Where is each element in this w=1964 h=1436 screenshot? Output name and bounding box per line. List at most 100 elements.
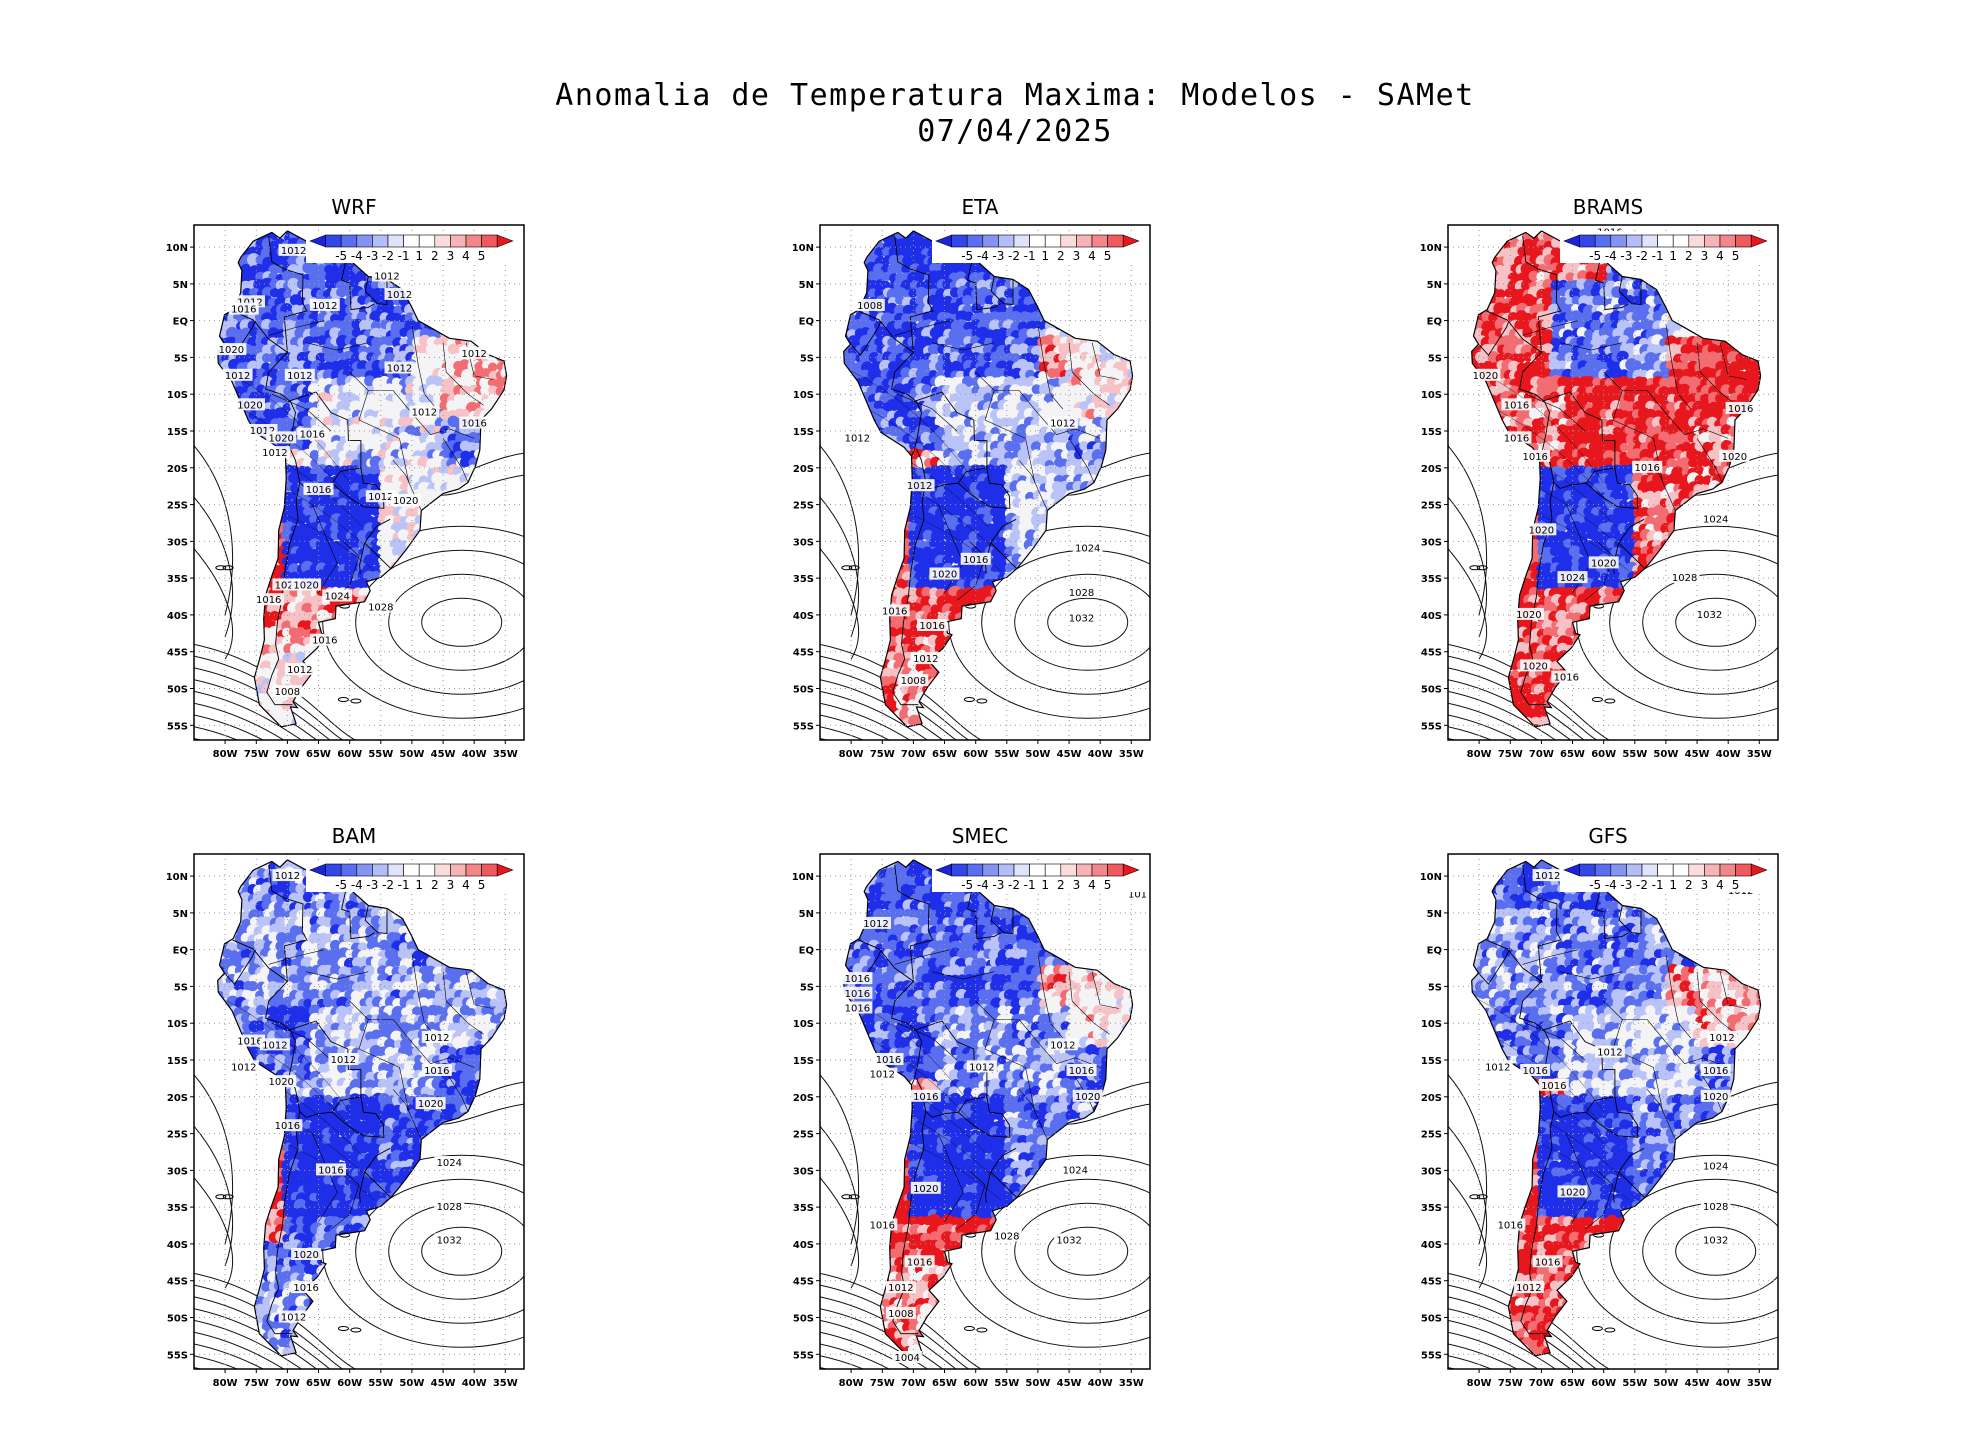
isobar-label: 1012 <box>309 298 340 312</box>
colorbar-segment <box>450 234 467 248</box>
isobar-value: 1012 <box>287 371 312 382</box>
anomaly-cell <box>364 415 377 428</box>
lon-tick-label: 60W <box>337 749 362 760</box>
isobar-label: 1016 <box>297 427 328 441</box>
anomaly-cell <box>378 328 389 339</box>
anomaly-cell <box>351 328 362 338</box>
colorbar-segment <box>372 234 389 248</box>
isobar-label: 1012 <box>384 361 415 375</box>
lon-tick-label: 80W <box>213 749 238 760</box>
colorbar-segment <box>465 234 482 248</box>
anomaly-cell <box>295 401 307 413</box>
colorbar-segment <box>418 234 436 248</box>
isobar-contour <box>194 714 265 740</box>
isobar-value: 1012 <box>368 492 393 503</box>
lon-tick-label: 40W <box>462 749 487 760</box>
anomaly-cell <box>267 327 280 340</box>
isobar-label: 1024 <box>322 589 353 603</box>
colorbar-tick-label: -2 <box>382 249 394 263</box>
anomaly-cell <box>480 368 492 380</box>
isobar-contour <box>355 549 524 695</box>
isobar-value: 1012 <box>262 448 287 459</box>
isobar-label: 1012 <box>372 269 402 283</box>
anomaly-cell <box>260 277 274 291</box>
anomaly-cell <box>316 440 327 451</box>
anomaly-cell <box>330 352 340 362</box>
anomaly-cell <box>453 393 464 404</box>
isobar-value: 1016 <box>312 636 337 647</box>
isobar-value: 1012 <box>387 364 412 375</box>
isobar-label: 1016 <box>459 416 490 430</box>
isobar-contour <box>421 597 503 647</box>
isobar-value: 1016 <box>461 419 486 430</box>
anomaly-cell <box>357 295 367 305</box>
anomaly-cell <box>309 450 320 460</box>
isobar-label: 1020 <box>390 493 421 507</box>
isobar-contour <box>194 643 357 740</box>
isobar-label: 1012 <box>284 368 315 382</box>
isobar-value: 1012 <box>287 665 312 676</box>
anomaly-cell <box>274 319 286 331</box>
anomaly-cell <box>324 279 335 290</box>
isobar-contour <box>194 690 303 740</box>
isobar-label: 1016 <box>253 593 284 606</box>
anomaly-cell <box>355 334 369 348</box>
colorbar-tick-label: 3 <box>447 249 455 263</box>
anomaly-cell <box>488 385 498 395</box>
anomaly-cell <box>397 458 409 469</box>
lat-tick-label: 20S <box>167 464 188 475</box>
lon-tick-label: 45W <box>431 749 456 760</box>
isobar-label: 1012 <box>278 243 309 257</box>
isobar-contour <box>194 702 285 740</box>
anomaly-cell <box>390 327 402 340</box>
colorbar-segment <box>434 234 451 248</box>
anomaly-cell <box>915 272 925 282</box>
map-panel-svg: 1012101210121012101610121020101210121012… <box>166 224 525 760</box>
isobar-label: 1020 <box>291 578 322 592</box>
colorbar-segment <box>387 234 404 248</box>
colorbar-legend: -5 -4 -3 -2 -1 1 2 3 4 5 <box>306 231 520 263</box>
isobar-value: 1020 <box>293 581 318 592</box>
anomaly-cell <box>301 415 314 428</box>
isobar-value: 1012 <box>312 301 337 312</box>
isobar-value: 1016 <box>300 430 325 441</box>
anomaly-cell <box>494 378 505 388</box>
isobar-value: 1028 <box>368 603 393 614</box>
anomaly-cell <box>287 277 300 290</box>
anomaly-cell <box>425 394 436 404</box>
isobar-value: 1012 <box>461 349 486 360</box>
isobar-value: 1020 <box>268 433 293 444</box>
anomaly-cell <box>433 441 444 452</box>
anomaly-cell <box>294 512 307 526</box>
anomaly-cell <box>225 326 239 340</box>
isobar-contour <box>322 525 524 719</box>
anomaly-cell <box>962 295 973 306</box>
anomaly-cell <box>322 416 335 429</box>
anomaly-cell <box>261 286 274 299</box>
anomaly-cell <box>431 472 445 485</box>
colorbar-tick-label: 2 <box>431 249 439 263</box>
anomaly-cell <box>1032 327 1042 338</box>
anomaly-cell <box>487 378 498 388</box>
isobar-contour <box>194 445 234 616</box>
anomaly-cell <box>1058 433 1069 443</box>
lat-tick-label: 55S <box>167 721 188 732</box>
colorbar-tick-label: 5 <box>478 249 486 263</box>
anomaly-cell <box>386 305 397 316</box>
anomaly-cell <box>983 514 993 524</box>
isobar-label: 1016 <box>309 633 340 647</box>
anomaly-cell <box>488 362 498 372</box>
isobar-contour <box>194 655 344 740</box>
anomaly-cell <box>307 407 321 420</box>
panel-eta: 1008 1012 1012 1012 1016 1020 1024 1028 1032 1016… <box>780 195 1180 785</box>
lat-tick-label: 15S <box>167 427 188 438</box>
anomaly-cell <box>349 302 362 315</box>
anomaly-cell <box>317 335 328 346</box>
lat-tick-label: 5N <box>173 280 188 291</box>
lat-tick-label: 30S <box>167 537 188 548</box>
colorbar-segment <box>340 234 358 248</box>
anomaly-cell <box>921 384 932 395</box>
lon-tick-label: 70W <box>275 749 300 760</box>
isobar-value: 1012 <box>374 272 399 283</box>
figure-title: Anomalia de Temperatura Maxima: Modelos … <box>0 78 1964 150</box>
